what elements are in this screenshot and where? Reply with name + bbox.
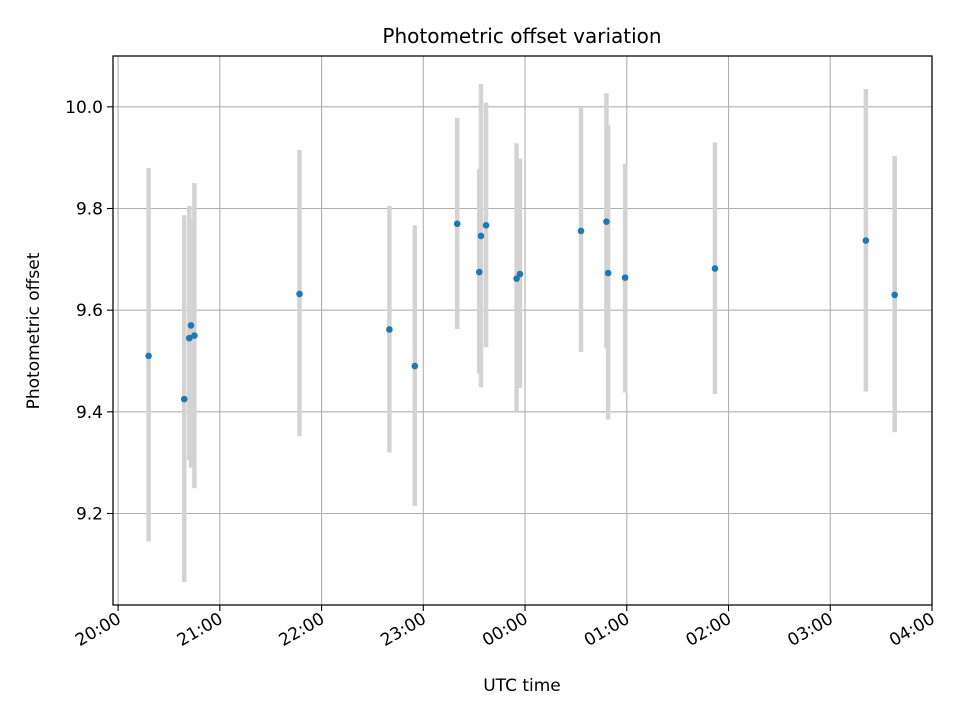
- data-point: [191, 332, 198, 339]
- data-point: [621, 274, 629, 281]
- data-point: [186, 334, 193, 342]
- data-point: [482, 221, 490, 229]
- data-point: [411, 362, 419, 370]
- x-axis-title: UTC time: [483, 676, 561, 696]
- data-point: [516, 270, 524, 278]
- data-point: [477, 232, 485, 240]
- data-point: [475, 268, 483, 276]
- plot-frame: [112, 55, 933, 606]
- data-point: [862, 237, 870, 244]
- chart-title: Photometric offset variation: [382, 24, 661, 48]
- data-point: [145, 352, 152, 360]
- y-tick-label: 9.4: [76, 403, 103, 423]
- y-axis-ticks: 9.2 9.4 9.6 9.8 10.0: [65, 98, 113, 525]
- data-point: [891, 291, 898, 299]
- data-point: [296, 290, 303, 298]
- y-tick-label: 10.0: [65, 98, 103, 118]
- data-point: [604, 269, 612, 277]
- y-tick-label: 9.8: [76, 200, 103, 220]
- data-point: [453, 220, 461, 228]
- data-points: [145, 218, 898, 403]
- y-tick-label: 9.2: [76, 505, 103, 525]
- y-tick-label: 9.6: [76, 301, 103, 321]
- data-point: [577, 227, 585, 235]
- data-point: [513, 275, 520, 282]
- data-point: [180, 395, 188, 403]
- data-point: [603, 218, 610, 226]
- data-point: [386, 326, 393, 333]
- y-axis-title: Photometric offset: [24, 252, 44, 409]
- data-point: [711, 265, 719, 272]
- data-point: [187, 322, 195, 329]
